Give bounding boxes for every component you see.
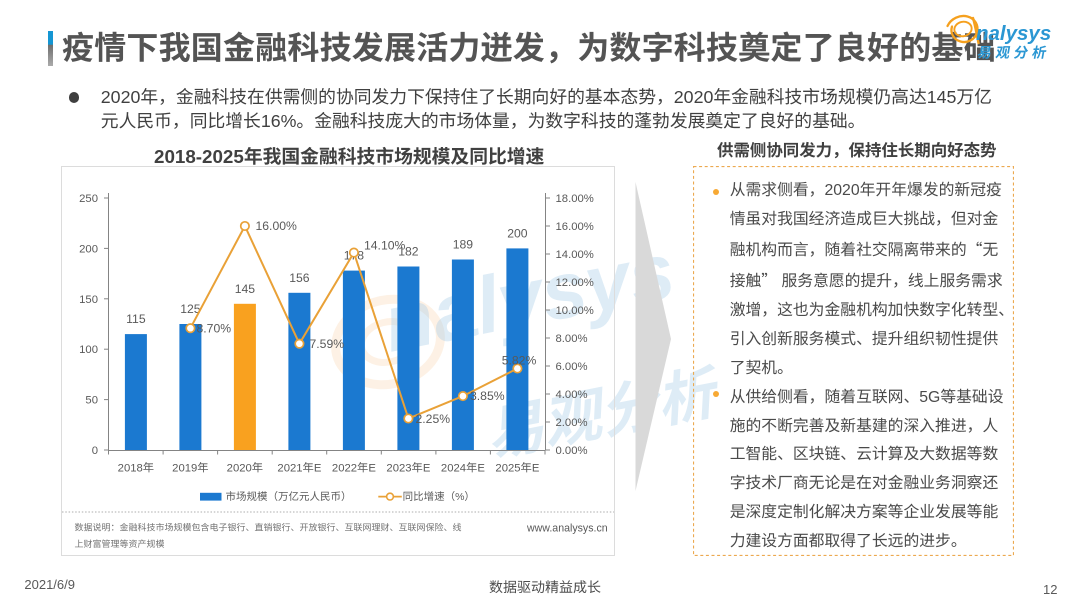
svg-text:数据说明：金融科技市场规模包含电子银行、直销银行、开放银行、: 数据说明：金融科技市场规模包含电子银行、直销银行、开放银行、互联网理财、互联网保… [75,523,462,533]
svg-text:182: 182 [398,245,419,259]
svg-text:16.00%: 16.00% [556,221,594,233]
svg-text:150: 150 [79,294,98,306]
svg-text:易观分析: 易观分析 [976,42,1052,63]
svg-text:10.00%: 10.00% [556,305,594,317]
svg-text:200: 200 [79,243,98,255]
svg-text:同比增速（%）: 同比增速（%） [403,491,475,503]
svg-text:200: 200 [507,226,528,240]
svg-text:2.00%: 2.00% [556,417,588,429]
svg-text:14.00%: 14.00% [556,249,594,261]
svg-text:6.00%: 6.00% [556,361,588,373]
svg-text:0.00%: 0.00% [556,445,588,457]
svg-text:145: 145 [235,282,256,296]
svg-text:8.00%: 8.00% [556,333,588,345]
svg-text:市场规模（万亿元人民币）: 市场规模（万亿元人民币） [226,491,352,503]
svg-text:上财富管理等资产规模: 上财富管理等资产规模 [75,539,165,549]
svg-text:2.25%: 2.25% [416,412,451,426]
svg-text:12.00%: 12.00% [556,277,594,289]
svg-text:5.82%: 5.82% [502,354,537,368]
svg-text:2023年E: 2023年E [386,462,430,475]
svg-text:18.00%: 18.00% [556,193,594,205]
svg-text:14.10%: 14.10% [364,239,405,253]
svg-text:2024年E: 2024年E [441,462,485,475]
svg-text:4.00%: 4.00% [556,389,588,401]
svg-text:2022年E: 2022年E [332,462,376,475]
svg-text:16.00%: 16.00% [256,219,297,233]
svg-text:50: 50 [85,395,98,407]
svg-text:115: 115 [126,312,146,326]
svg-text:www.analysys.cn: www.analysys.cn [526,523,608,535]
svg-text:8.70%: 8.70% [197,322,232,336]
svg-text:100: 100 [79,344,98,356]
svg-text:2025年E: 2025年E [495,462,539,475]
svg-text:nalysys: nalysys [976,22,1051,45]
svg-text:2019年: 2019年 [172,462,208,475]
svg-text:189: 189 [453,238,474,252]
svg-text:2020年: 2020年 [227,462,263,475]
svg-text:0: 0 [92,445,98,457]
svg-text:125: 125 [180,302,201,316]
svg-text:3.85%: 3.85% [470,389,505,403]
svg-text:2021年E: 2021年E [277,462,321,475]
svg-text:156: 156 [289,271,310,285]
svg-text:250: 250 [79,193,98,205]
svg-text:2018年: 2018年 [118,462,154,475]
svg-text:7.59%: 7.59% [310,337,345,351]
